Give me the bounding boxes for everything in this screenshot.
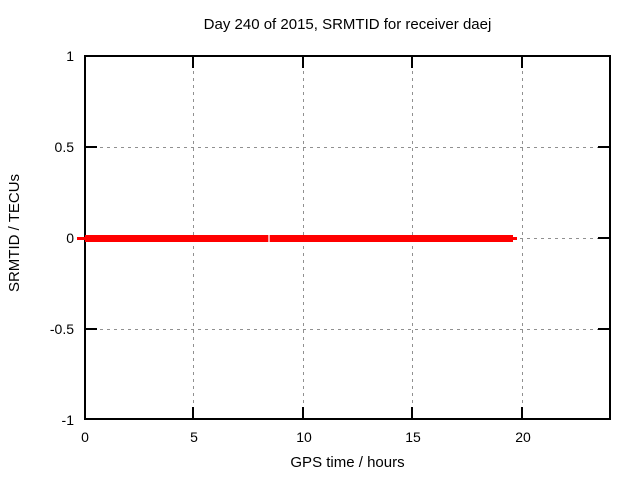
ytick-label-1: 1	[66, 48, 74, 64]
tick-right-0p5	[598, 146, 609, 148]
xtick-label-15: 15	[405, 429, 421, 445]
ytick-label-0p5: 0.5	[54, 139, 74, 155]
tick-bottom-20	[521, 407, 523, 418]
gridline-y-m0p5	[86, 329, 609, 330]
tick-left-0p5	[86, 146, 97, 148]
tick-right-m0p5	[598, 328, 609, 330]
chart-title: Day 240 of 2015, SRMTID for receiver dae…	[203, 16, 492, 33]
tick-bottom-15	[411, 407, 413, 418]
tick-left-m0p5	[86, 328, 97, 330]
gridline-y-0p5	[86, 147, 609, 148]
ytick-label-0: 0	[66, 230, 74, 246]
x-axis-label: GPS time / hours	[290, 454, 405, 471]
tick-top-5	[192, 57, 194, 68]
series-srmtid-right-cap	[513, 237, 517, 240]
tick-top-10	[302, 57, 304, 68]
tick-top-15	[411, 57, 413, 68]
tick-bottom-10	[302, 407, 304, 418]
y-axis-label: SRMTID / TECUs	[6, 173, 23, 293]
series-srmtid-gap	[268, 235, 270, 242]
series-srmtid-line	[85, 235, 513, 242]
ytick-label-m0p5: -0.5	[49, 321, 74, 337]
gridline-x-20	[522, 57, 523, 418]
tick-top-20	[521, 57, 523, 68]
xtick-label-0: 0	[81, 429, 89, 445]
series-srmtid-left-cap	[77, 237, 85, 240]
xtick-label-5: 5	[190, 429, 198, 445]
xtick-label-20: 20	[515, 429, 531, 445]
ytick-label-m1: -1	[61, 412, 74, 428]
tick-right-0	[598, 237, 609, 239]
xtick-label-10: 10	[296, 429, 312, 445]
tick-bottom-5	[192, 407, 194, 418]
